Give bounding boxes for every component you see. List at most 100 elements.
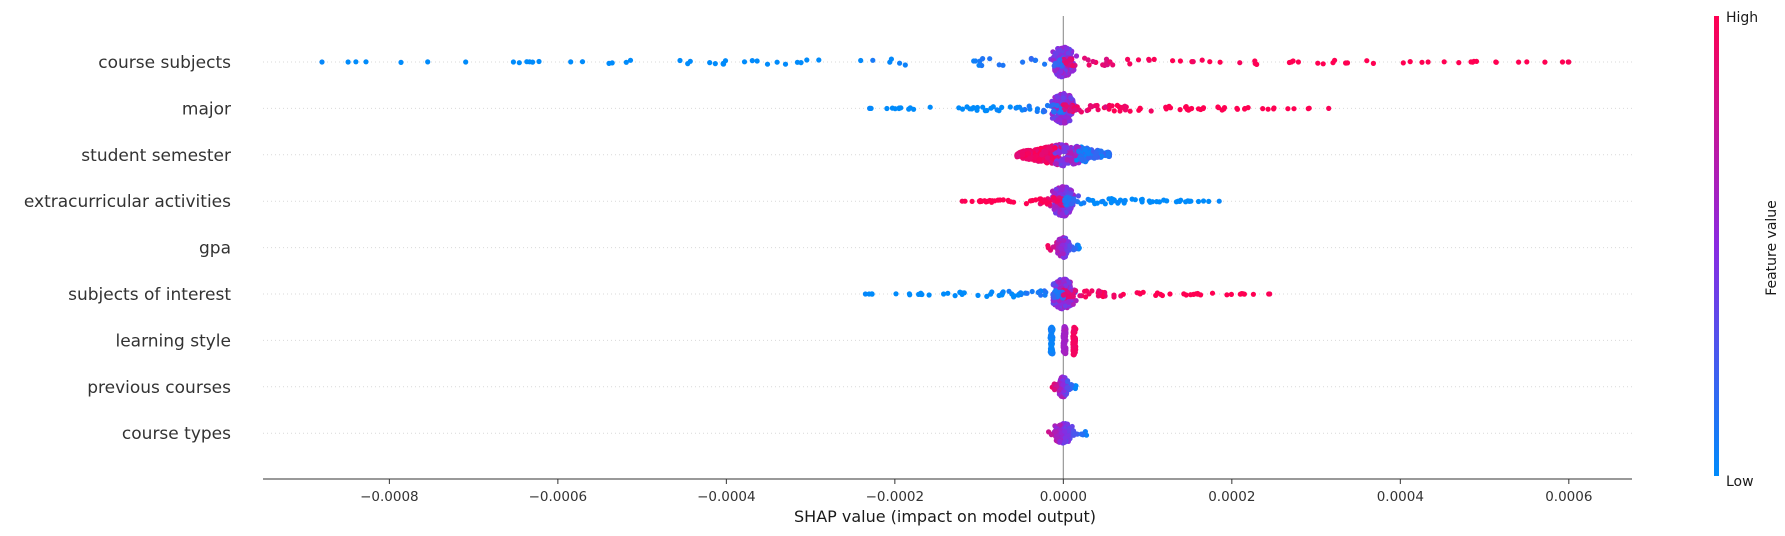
shap-point: [1076, 107, 1082, 113]
shap-point: [1006, 288, 1012, 294]
shap-point: [858, 57, 864, 64]
shap-point: [1027, 155, 1033, 161]
shap-point: [1083, 294, 1089, 300]
shap-point: [1072, 385, 1078, 392]
shap-point: [1524, 59, 1530, 65]
shap-point: [1045, 243, 1051, 249]
colorbar-gradient: [1714, 16, 1719, 476]
shap-point: [1073, 288, 1079, 294]
shap-point: [1425, 59, 1431, 65]
shap-point: [1063, 60, 1069, 66]
shap-point: [1025, 150, 1032, 157]
shap-point: [1062, 303, 1068, 309]
shap-point: [1090, 58, 1096, 65]
shap-point: [425, 59, 431, 65]
shap-point: [1048, 342, 1055, 349]
shap-point: [1195, 106, 1202, 112]
shap-point: [363, 59, 369, 65]
shap-point: [1064, 103, 1070, 109]
shap-point: [1470, 59, 1476, 65]
feature-label: previous courses: [87, 378, 231, 398]
shap-point: [1190, 59, 1196, 65]
shap-point: [1173, 199, 1179, 205]
shap-point: [1364, 58, 1370, 64]
shap-point: [1078, 431, 1084, 437]
shap-point: [1069, 382, 1075, 388]
shap-point: [870, 57, 876, 63]
shap-point: [867, 105, 873, 111]
shap-point: [1070, 301, 1076, 307]
shap-point: [1068, 157, 1075, 163]
shap-point: [1029, 288, 1035, 295]
shap-point: [1065, 299, 1072, 305]
shap-point: [1441, 59, 1447, 65]
shap-point: [1070, 327, 1077, 334]
shap-point: [1060, 95, 1066, 101]
shap-point: [1036, 289, 1042, 295]
shap-point: [749, 58, 755, 64]
shap-point: [1245, 105, 1251, 111]
shap-point: [764, 61, 771, 67]
shap-point: [1077, 293, 1083, 299]
shap-point: [1148, 108, 1154, 114]
shap-point: [1078, 201, 1084, 207]
shap-point: [1068, 150, 1074, 156]
shap-point: [1019, 107, 1025, 113]
shap-point: [1207, 59, 1213, 65]
shap-point: [1068, 201, 1074, 207]
shap-point: [1042, 108, 1048, 114]
shap-point: [1033, 197, 1039, 203]
colorbar-high-label: High: [1726, 10, 1758, 26]
shap-point: [984, 293, 990, 299]
shap-point: [1073, 53, 1080, 59]
feature-label: course subjects: [98, 53, 231, 73]
shap-point: [972, 58, 979, 64]
shap-point: [1085, 57, 1091, 63]
shap-point: [1061, 349, 1068, 356]
shap-point: [906, 106, 912, 112]
shap-point: [1086, 154, 1092, 161]
feature-label: learning style: [115, 331, 231, 351]
shap-point: [1183, 199, 1189, 205]
shap-point: [884, 105, 890, 112]
shap-point: [1100, 293, 1106, 300]
shap-point: [1056, 279, 1062, 285]
shap-point: [1073, 298, 1079, 304]
shap-point: [623, 59, 629, 65]
shap-point: [1060, 250, 1066, 257]
shap-point: [1221, 105, 1228, 111]
shap-point: [1050, 102, 1056, 108]
shap-point: [1048, 332, 1055, 339]
shap-point: [1050, 281, 1057, 287]
shap-point: [1075, 193, 1081, 199]
shap-point: [1047, 326, 1054, 333]
feature-label: course types: [122, 424, 231, 444]
shap-point: [1516, 59, 1522, 65]
shap-point: [1200, 105, 1206, 112]
shap-point: [1199, 57, 1205, 63]
shap-point: [1054, 94, 1061, 100]
shap-point: [1164, 198, 1170, 204]
shap-point: [1087, 103, 1093, 109]
shap-point: [1051, 294, 1057, 300]
shap-point: [906, 291, 913, 297]
shap-point: [1028, 55, 1034, 62]
shap-point: [1052, 145, 1058, 151]
shap-point: [1061, 237, 1067, 243]
shap-point: [1057, 439, 1063, 445]
shap-point: [1111, 292, 1117, 298]
shap-point: [1065, 384, 1071, 390]
shap-point: [1095, 107, 1101, 113]
shap-point: [712, 61, 718, 67]
shap-point: [1048, 347, 1055, 354]
shap-point: [897, 60, 903, 66]
shap-point: [1178, 197, 1184, 203]
shap-point: [893, 291, 899, 297]
shap-point: [1007, 104, 1013, 110]
shap-point: [1065, 378, 1071, 385]
shap-point: [969, 198, 975, 204]
shap-point: [1100, 62, 1106, 68]
shap-point: [1056, 73, 1062, 79]
feature-label: student semester: [81, 146, 231, 166]
